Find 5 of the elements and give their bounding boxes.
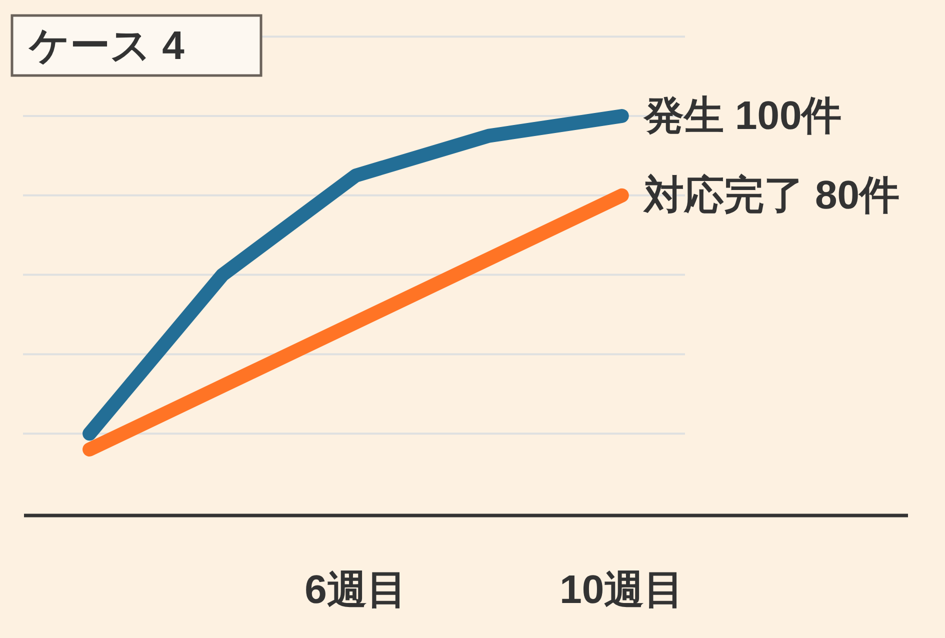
series-label: 対応完了 80件 — [642, 173, 900, 218]
x-tick-label: 10週目 — [560, 568, 684, 612]
x-tick-label: 6週目 — [304, 568, 407, 612]
series-label: 発生 100件 — [642, 94, 842, 138]
chart-title: ケース 4 — [28, 24, 186, 68]
